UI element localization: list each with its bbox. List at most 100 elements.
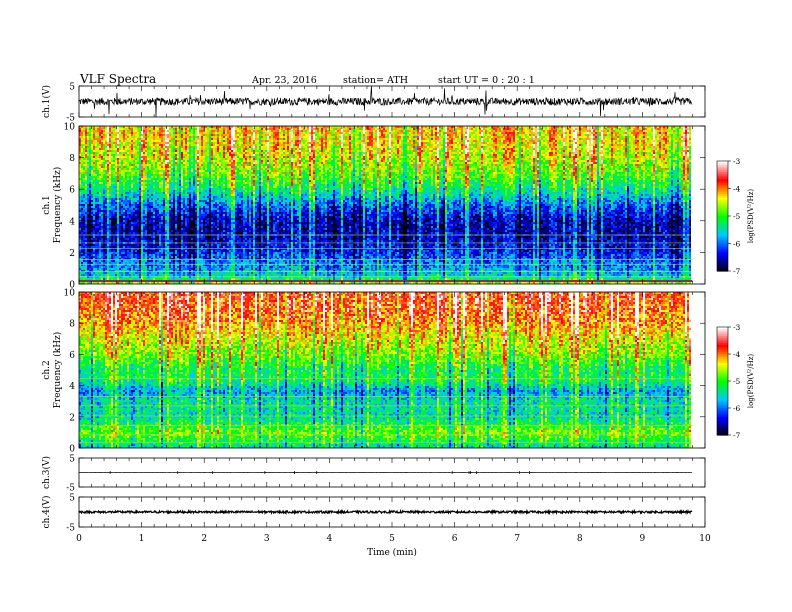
psd-cell bbox=[109, 254, 111, 256]
psd-cell bbox=[91, 184, 93, 186]
psd-cell bbox=[97, 146, 99, 148]
psd-cell bbox=[105, 224, 107, 226]
psd-cell bbox=[101, 148, 103, 150]
psd-cell bbox=[103, 200, 105, 202]
psd-cell bbox=[89, 136, 91, 138]
psd-cell bbox=[111, 224, 113, 226]
psd-cell bbox=[91, 166, 93, 168]
psd-cell bbox=[89, 162, 91, 164]
psd-cell bbox=[103, 246, 105, 248]
psd-cell bbox=[111, 260, 113, 262]
psd-cell bbox=[89, 194, 91, 196]
psd-cell bbox=[99, 136, 101, 138]
psd-cell bbox=[97, 188, 99, 190]
psd-cell bbox=[97, 186, 99, 188]
psd-cell bbox=[105, 180, 107, 182]
psd-cell bbox=[111, 156, 113, 158]
psd-cell bbox=[107, 192, 109, 194]
psd-cell bbox=[95, 238, 97, 240]
psd-cell bbox=[85, 274, 87, 276]
psd-cell bbox=[111, 218, 113, 220]
psd-cell bbox=[99, 240, 101, 242]
psd-cell bbox=[103, 202, 105, 204]
psd-cell bbox=[93, 182, 95, 184]
psd-cell bbox=[85, 244, 87, 246]
psd-cell bbox=[95, 180, 97, 182]
psd-cell bbox=[115, 210, 117, 212]
psd-cell bbox=[101, 162, 103, 164]
psd-cell bbox=[117, 180, 119, 182]
psd-cell bbox=[105, 138, 107, 140]
psd-cell bbox=[85, 170, 87, 172]
psd-cell bbox=[109, 260, 111, 262]
psd-cell bbox=[95, 182, 97, 184]
psd-cell bbox=[109, 250, 111, 252]
psd-cell bbox=[95, 254, 97, 256]
psd-cell bbox=[103, 130, 105, 132]
psd-cell bbox=[117, 148, 119, 150]
psd-cell bbox=[87, 208, 89, 210]
psd-cell bbox=[91, 140, 93, 142]
psd-cell bbox=[115, 170, 117, 172]
psd-cell bbox=[85, 190, 87, 192]
psd-cell bbox=[113, 214, 115, 216]
psd-cell bbox=[109, 146, 111, 148]
psd-cell bbox=[83, 176, 85, 178]
psd-cell bbox=[111, 236, 113, 238]
psd-cell bbox=[95, 210, 97, 212]
psd-cell bbox=[87, 222, 89, 224]
psd-cell bbox=[95, 186, 97, 188]
psd-cell bbox=[81, 178, 83, 180]
psd-cell bbox=[105, 220, 107, 222]
psd-cell bbox=[97, 160, 99, 162]
psd-cell bbox=[109, 180, 111, 182]
psd-cell bbox=[103, 256, 105, 258]
psd-cell bbox=[83, 256, 85, 258]
psd-cell bbox=[109, 176, 111, 178]
psd-cell bbox=[87, 236, 89, 238]
psd-cell bbox=[103, 140, 105, 142]
psd-cell bbox=[101, 190, 103, 192]
psd-cell bbox=[97, 256, 99, 258]
psd-cell bbox=[103, 230, 105, 232]
psd-cell bbox=[99, 218, 101, 220]
psd-cell bbox=[111, 138, 113, 140]
psd-cell bbox=[89, 230, 91, 232]
psd-cell bbox=[97, 222, 99, 224]
psd-cell bbox=[109, 174, 111, 176]
psd-cell bbox=[117, 144, 119, 146]
psd-cell bbox=[93, 160, 95, 162]
psd-cell bbox=[95, 274, 97, 276]
psd-cell bbox=[107, 166, 109, 168]
psd-cell bbox=[109, 154, 111, 156]
psd-cell bbox=[91, 268, 93, 270]
psd-cell bbox=[105, 210, 107, 212]
psd-cell bbox=[113, 142, 115, 144]
psd-cell bbox=[97, 230, 99, 232]
psd-cell bbox=[93, 130, 95, 132]
psd-cell bbox=[87, 262, 89, 264]
psd-cell bbox=[91, 192, 93, 194]
psd-cell bbox=[93, 156, 95, 158]
psd-cell bbox=[111, 206, 113, 208]
psd-cell bbox=[83, 154, 85, 156]
psd-cell bbox=[83, 202, 85, 204]
psd-cell bbox=[91, 278, 93, 280]
psd-cell bbox=[91, 224, 93, 226]
psd-cell bbox=[111, 212, 113, 214]
psd-cell bbox=[89, 168, 91, 170]
psd-cell bbox=[93, 158, 95, 160]
psd-cell bbox=[95, 202, 97, 204]
psd-cell bbox=[81, 232, 83, 234]
psd-cell bbox=[109, 224, 111, 226]
psd-cell bbox=[109, 200, 111, 202]
psd-cell bbox=[81, 182, 83, 184]
psd-cell bbox=[81, 244, 83, 246]
psd-cell bbox=[85, 128, 87, 130]
psd-cell bbox=[97, 278, 99, 280]
psd-cell bbox=[99, 206, 101, 208]
psd-cell bbox=[113, 132, 115, 134]
psd-cell bbox=[83, 128, 85, 130]
psd-cell bbox=[99, 230, 101, 232]
psd-cell bbox=[93, 212, 95, 214]
